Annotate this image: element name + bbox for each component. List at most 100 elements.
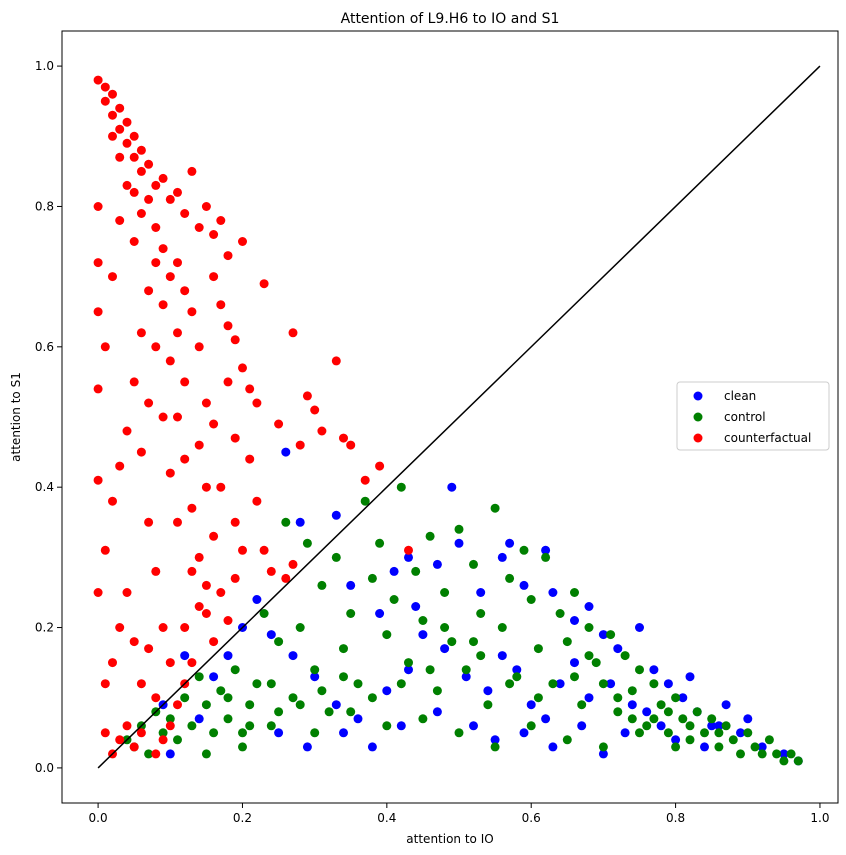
control-point: [707, 714, 717, 724]
clean-point: [519, 728, 529, 738]
clean-point: [736, 728, 745, 738]
clean-point: [656, 721, 666, 731]
y-tick-label: 0.8: [35, 199, 54, 213]
control-point: [728, 735, 738, 745]
control-point: [714, 742, 724, 752]
counterfactual-point: [151, 180, 161, 190]
control-point: [663, 728, 673, 738]
x-tick-label: 0.8: [666, 811, 685, 825]
legend-label-control: control: [724, 410, 766, 424]
counterfactual-point: [238, 545, 247, 555]
x-axis-ticks: 0.0 0.2 0.4 0.6 0.8 1.0: [89, 803, 830, 825]
y-tick-label: 0.6: [35, 340, 54, 354]
control-point: [772, 749, 782, 759]
clean-point: [367, 742, 377, 752]
clean-point: [497, 651, 507, 661]
counterfactual-point: [144, 194, 154, 204]
x-tick-label: 0.2: [233, 811, 252, 825]
clean-point: [685, 672, 695, 682]
control-point: [663, 707, 673, 717]
control-point: [469, 559, 478, 569]
clean-point: [165, 749, 175, 759]
counterfactual-point: [252, 398, 262, 408]
control-point: [555, 609, 565, 618]
clean-point: [418, 630, 428, 640]
control-point: [685, 735, 695, 745]
control-point: [685, 721, 695, 731]
counterfactual-point: [151, 749, 161, 759]
counterfactual-point: [194, 223, 204, 232]
counterfactual-point: [173, 517, 182, 527]
control-point: [635, 665, 644, 675]
clean-point: [570, 658, 579, 668]
control-point: [793, 756, 803, 766]
counterfactual-point: [259, 279, 269, 289]
series-clean: [158, 447, 803, 766]
control-point: [418, 714, 428, 724]
control-point: [295, 700, 305, 710]
control-point: [548, 679, 558, 689]
clean-point: [649, 665, 659, 675]
clean-point: [627, 700, 637, 710]
control-point: [584, 651, 594, 661]
counterfactual-point: [129, 131, 139, 141]
clean-point: [505, 538, 515, 548]
counterfactual-point: [201, 609, 211, 618]
clean-point: [526, 700, 536, 710]
control-point: [223, 714, 233, 724]
counterfactual-point: [216, 300, 226, 310]
y-axis-label: attention to S1: [9, 372, 23, 462]
counterfactual-point: [108, 658, 117, 668]
legend-marker-control: [693, 412, 703, 422]
control-point: [425, 531, 435, 541]
clean-point: [779, 749, 789, 759]
counterfactual-point: [144, 398, 154, 408]
control-point: [281, 517, 291, 527]
control-point: [187, 721, 197, 731]
control-point: [519, 545, 529, 555]
control-point: [266, 721, 276, 731]
plot-frame: [61, 30, 839, 804]
counterfactual-point: [136, 728, 146, 738]
counterfactual-point: [158, 735, 168, 745]
series-counterfactual: [93, 75, 413, 759]
control-point: [288, 693, 298, 703]
clean-point: [519, 580, 529, 590]
control-point: [476, 609, 486, 618]
x-tick-label: 0.0: [89, 811, 108, 825]
counterfactual-point: [93, 75, 103, 85]
control-point: [469, 637, 478, 647]
counterfactual-point: [93, 588, 103, 597]
counterfactual-point: [165, 468, 175, 478]
control-point: [613, 693, 623, 703]
clean-point: [483, 686, 493, 696]
clean-point: [584, 693, 594, 703]
clean-point: [339, 728, 348, 738]
control-point: [649, 714, 659, 724]
counterfactual-point: [281, 573, 291, 583]
clean-point: [346, 580, 356, 590]
counterfactual-point: [115, 152, 125, 162]
counterfactual-point: [173, 700, 182, 710]
counterfactual-point: [259, 545, 269, 555]
counterfactual-point: [136, 145, 146, 155]
control-point: [360, 496, 370, 506]
control-point: [245, 721, 255, 731]
counterfactual-point: [230, 335, 240, 345]
counterfactual-point: [238, 363, 247, 373]
clean-point: [209, 672, 219, 682]
control-point: [367, 693, 377, 703]
counterfactual-point: [93, 258, 103, 268]
counterfactual-point: [180, 209, 190, 218]
counterfactual-point: [173, 328, 182, 338]
clean-point: [331, 700, 341, 710]
counterfactual-point: [158, 244, 168, 254]
counterfactual-point: [317, 426, 327, 436]
control-point: [180, 693, 190, 703]
counterfactual-point: [223, 251, 233, 261]
legend-entries: clean control counterfactual: [693, 389, 811, 445]
control-point: [490, 503, 500, 513]
counterfactual-point: [165, 658, 175, 668]
counterfactual-point: [194, 440, 204, 450]
counterfactual-point: [144, 644, 154, 654]
